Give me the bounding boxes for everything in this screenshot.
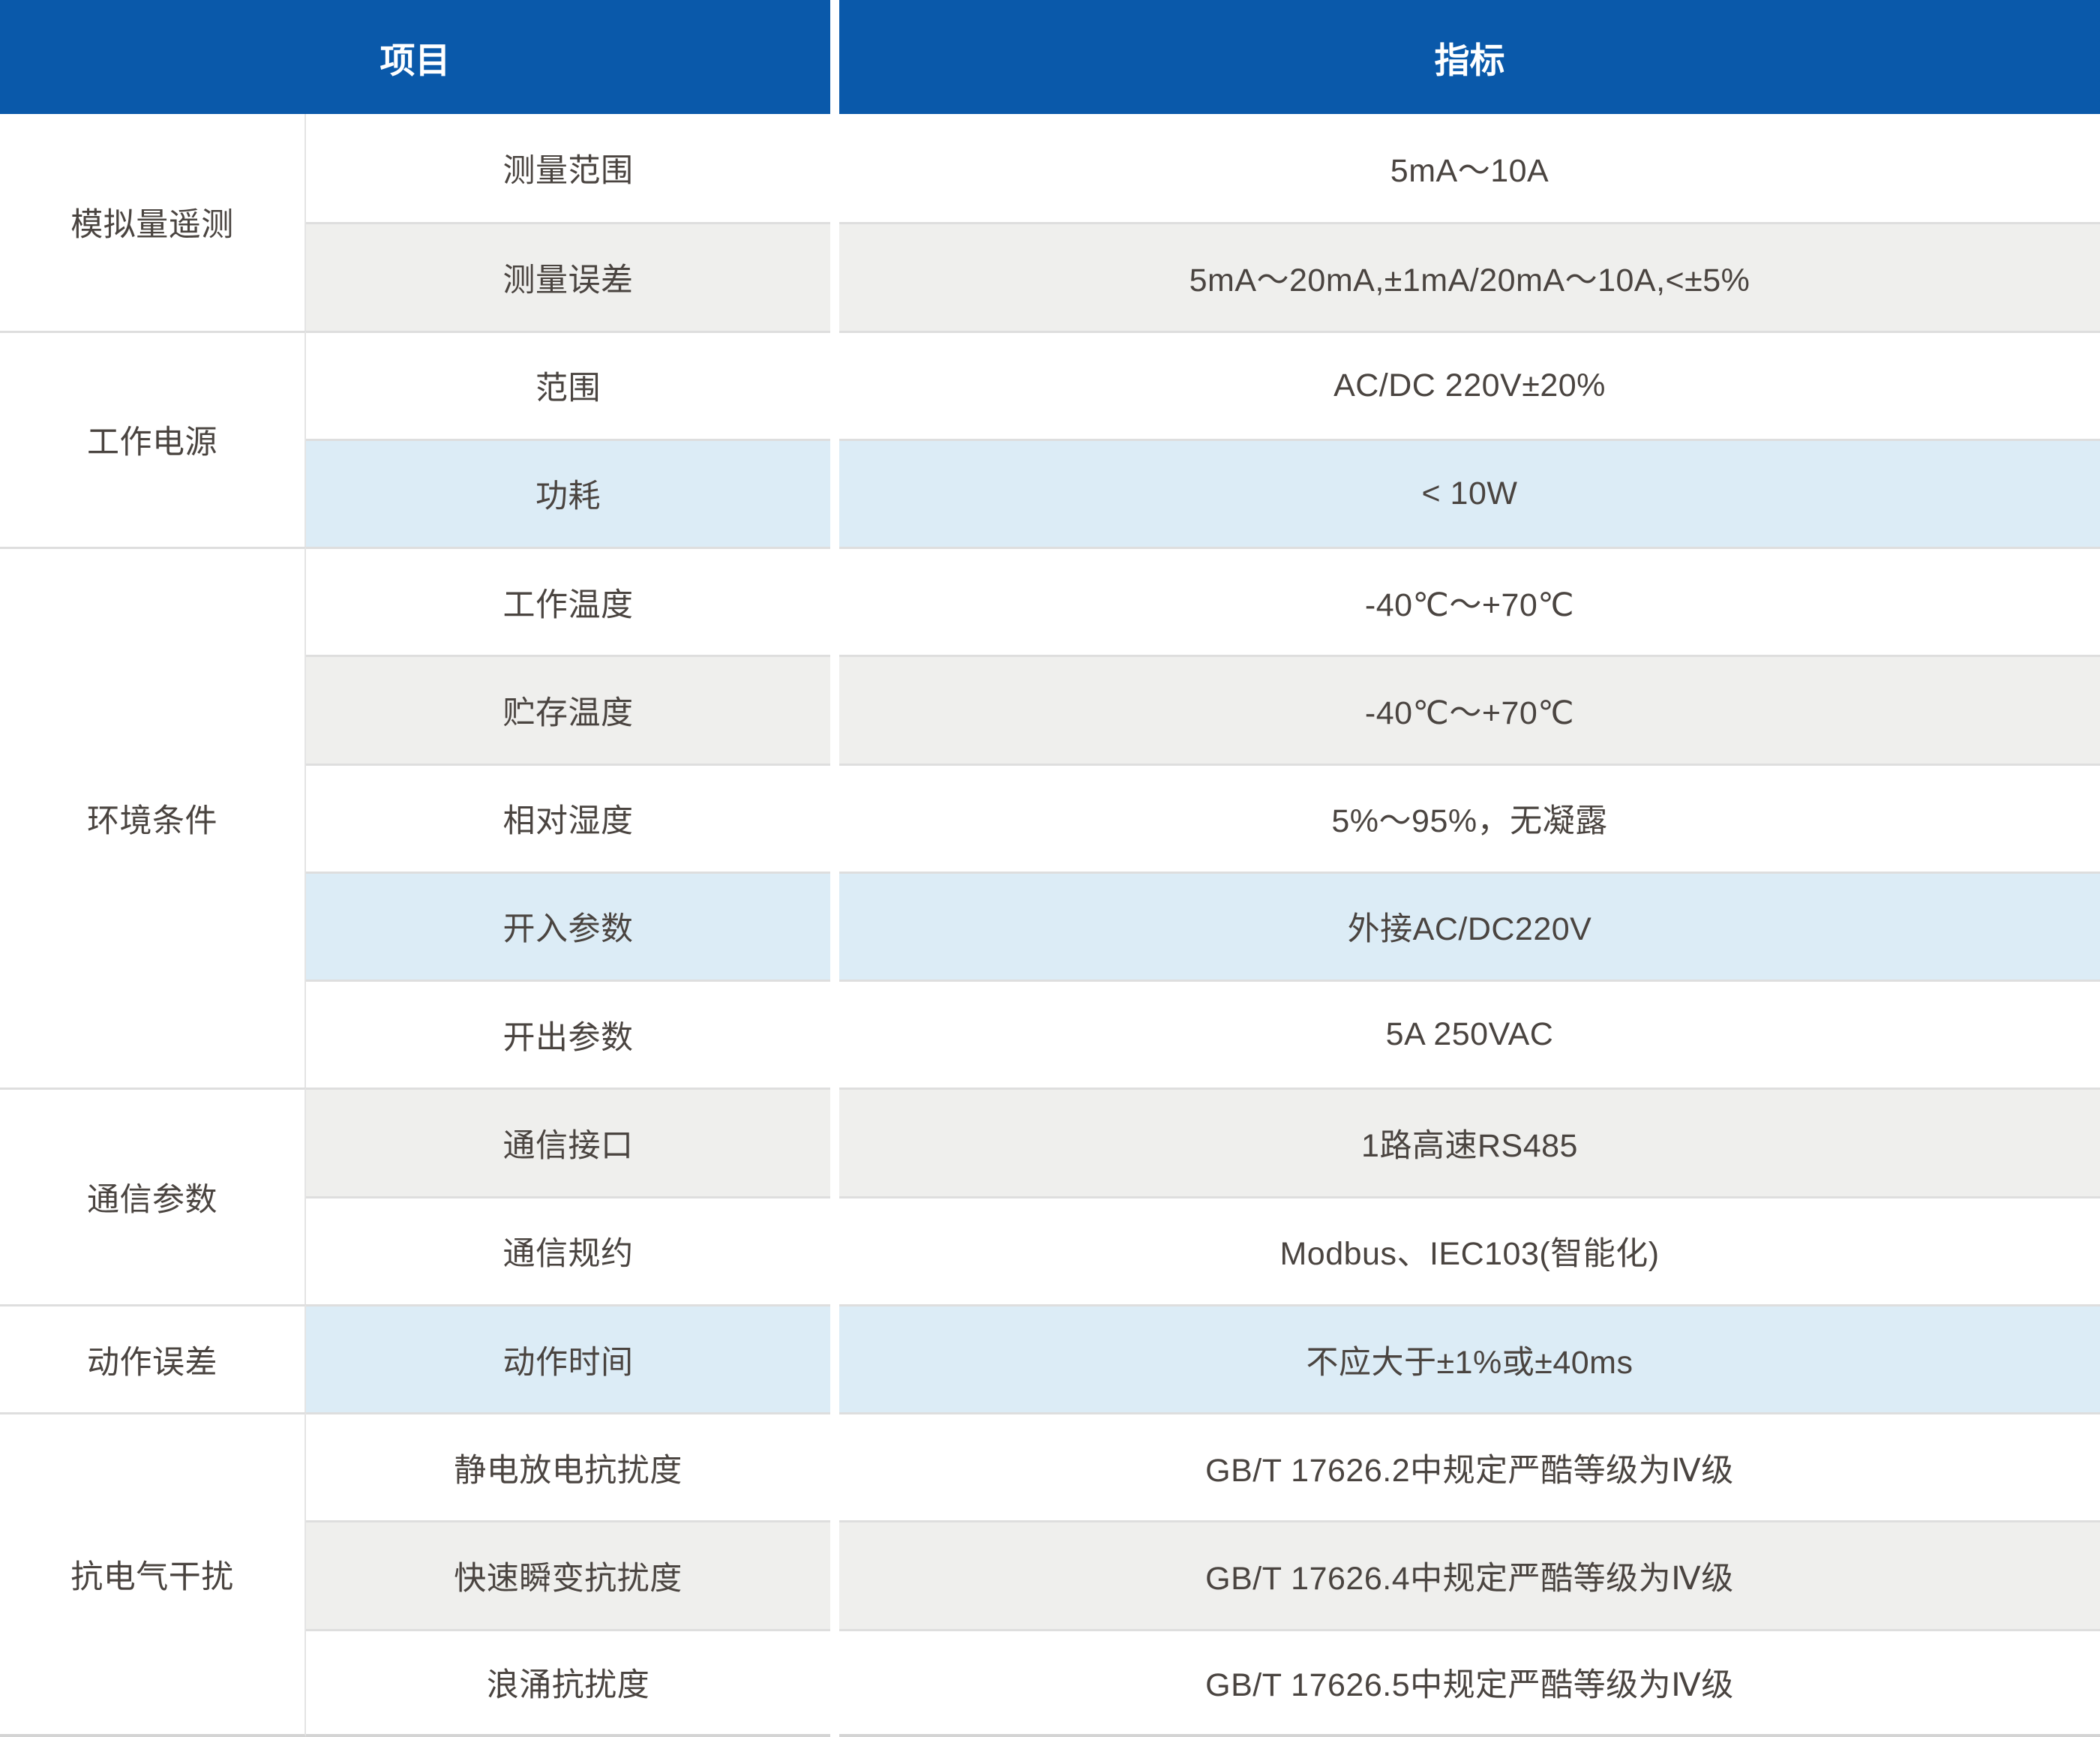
spec-value-cell: 5%～95%，无凝露: [839, 763, 2100, 872]
param-label-cell: 开入参数: [306, 871, 830, 980]
spec-value-cell: 1路高速RS485: [839, 1088, 2100, 1196]
table-row: 环境条件 工作温度 -40℃～+70℃: [0, 547, 2100, 1088]
param-label-cell: 通信接口: [306, 1088, 830, 1196]
table-row: 工作电源 范围 AC/DC 220V±20%: [0, 330, 2100, 548]
column-gap: [830, 1628, 839, 1737]
spec-value-cell: -40℃～+70℃: [839, 655, 2100, 764]
table-row: 相对湿度 5%～95%，无凝露: [0, 763, 2100, 872]
table-row: 贮存温度 -40℃～+70℃: [0, 655, 2100, 764]
spec-value-cell: 外接AC/DC220V: [839, 871, 2100, 980]
table-row: 浪涌抗扰度 GB/T 17626.5中规定严酷等级为Ⅳ级: [0, 1628, 2100, 1737]
table-row: 通信规约 Modbus、IEC103(智能化): [0, 1196, 2100, 1304]
table-row: 快速瞬变抗扰度 GB/T 17626.4中规定严酷等级为Ⅳ级: [0, 1520, 2100, 1629]
param-label-cell: 功耗: [306, 438, 830, 548]
group-label-cell: 模拟量遥测: [0, 114, 306, 331]
table-row: 开入参数 外接AC/DC220V: [0, 871, 2100, 980]
column-gap: [830, 114, 839, 223]
header-row: 项目 指标: [0, 0, 2100, 114]
column-gap: [830, 547, 839, 656]
group-label-cell: 环境条件: [0, 547, 306, 1088]
spec-value-cell: GB/T 17626.4中规定严酷等级为Ⅳ级: [839, 1520, 2100, 1629]
column-gap: [830, 1412, 839, 1521]
param-label-cell: 测量范围: [306, 114, 830, 223]
spec-value-cell: 5mA～10A: [839, 114, 2100, 223]
param-label-cell: 测量误差: [306, 222, 830, 331]
column-gap: [830, 871, 839, 980]
group-label-cell: 动作误差: [0, 1304, 306, 1413]
table-row: 抗电气干扰 静电放电抗扰度 GB/T 17626.2中规定严酷等级为Ⅳ级: [0, 1412, 2100, 1737]
spec-value-cell: -40℃～+70℃: [839, 547, 2100, 656]
column-gap: [830, 1088, 839, 1196]
table-row: 功耗 < 10W: [0, 438, 2100, 548]
group-label-cell: 抗电气干扰: [0, 1412, 306, 1737]
header-spec-col: 指标: [839, 0, 2100, 114]
spec-value-cell: GB/T 17626.2中规定严酷等级为Ⅳ级: [839, 1412, 2100, 1521]
column-gap: [830, 438, 839, 548]
column-gap: [830, 980, 839, 1088]
table-row: 模拟量遥测 测量范围 5mA～10A: [0, 114, 2100, 331]
spec-value-cell: < 10W: [839, 438, 2100, 548]
param-label-cell: 贮存温度: [306, 655, 830, 764]
param-label-cell: 工作温度: [306, 547, 830, 656]
header-column-gap: [830, 0, 839, 114]
column-gap: [830, 1196, 839, 1304]
param-label-cell: 静电放电抗扰度: [306, 1412, 830, 1521]
column-gap: [830, 330, 839, 439]
table-row: 测量误差 5mA～20mA,±1mA/20mA～10A,<±5%: [0, 222, 2100, 331]
param-label-cell: 开出参数: [306, 980, 830, 1088]
spec-value-cell: 5A 250VAC: [839, 980, 2100, 1088]
column-gap: [830, 655, 839, 764]
param-label-cell: 通信规约: [306, 1196, 830, 1304]
spec-value-cell: GB/T 17626.5中规定严酷等级为Ⅳ级: [839, 1628, 2100, 1737]
table-row: 开出参数 5A 250VAC: [0, 980, 2100, 1088]
param-label-cell: 范围: [306, 330, 830, 439]
spec-table-body: 模拟量遥测 测量范围 5mA～10A 测量误差 5mA～20mA,±1mA/20mA～1…: [0, 114, 2100, 1737]
column-gap: [830, 1520, 839, 1629]
group-label-cell: 通信参数: [0, 1088, 306, 1304]
param-label-cell: 动作时间: [306, 1304, 830, 1413]
param-label-cell: 相对湿度: [306, 763, 830, 872]
spec-table-header: 项目 指标: [0, 0, 2100, 114]
group-label-cell: 工作电源: [0, 330, 306, 548]
spec-value-cell: 5mA～20mA,±1mA/20mA～10A,<±5%: [839, 222, 2100, 331]
table-row: 通信参数 通信接口 1路高速RS485: [0, 1088, 2100, 1304]
column-gap: [830, 222, 839, 331]
table-row: 动作误差 动作时间 不应大于±1%或±40ms: [0, 1304, 2100, 1413]
spec-value-cell: Modbus、IEC103(智能化): [839, 1196, 2100, 1304]
param-label-cell: 快速瞬变抗扰度: [306, 1520, 830, 1629]
spec-value-cell: AC/DC 220V±20%: [839, 330, 2100, 439]
column-gap: [830, 763, 839, 872]
column-gap: [830, 1304, 839, 1413]
spec-value-cell: 不应大于±1%或±40ms: [839, 1304, 2100, 1413]
header-item-col: 项目: [0, 0, 830, 114]
param-label-cell: 浪涌抗扰度: [306, 1628, 830, 1737]
